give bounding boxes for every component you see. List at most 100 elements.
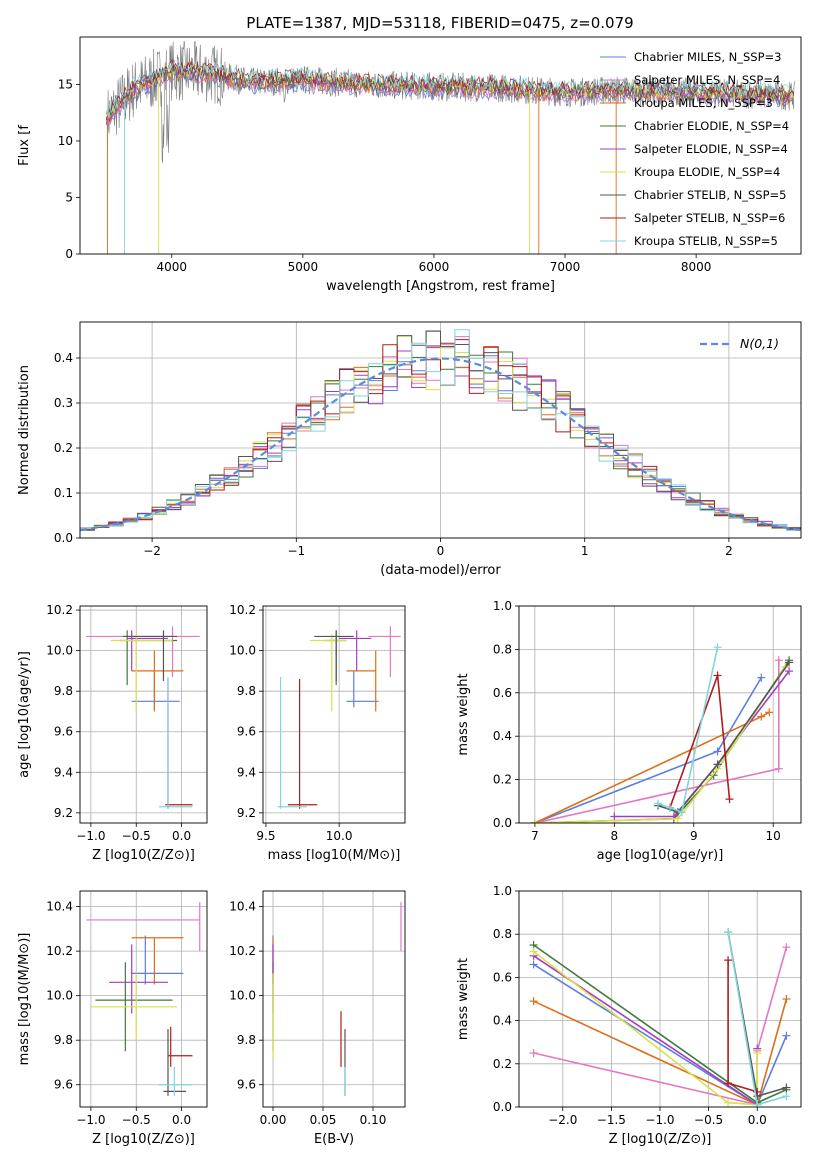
legend-label: Chabrier STELIB, N_SSP=5 (634, 188, 786, 202)
y-tick-label: 0.0 (493, 1100, 512, 1114)
legend-label: Chabrier ELODIE, N_SSP=4 (634, 119, 789, 133)
y-tick-label: 0 (65, 247, 73, 261)
x-axis-label: E(B-V) (314, 1132, 354, 1147)
x-axis-label: age [log10(age/yr)] (597, 848, 724, 863)
y-tick-label: 0.4 (493, 1014, 512, 1028)
x-tick-label: −1.0 (645, 1113, 674, 1127)
x-tick-label: 1 (581, 544, 589, 558)
y-tick-label: 0.6 (493, 970, 512, 984)
hist-legend: N(0,1) (700, 336, 779, 351)
spectrum-legend: Chabrier MILES, N_SSP=3 Salpeter MILES, N… (600, 50, 789, 248)
x-tick-label: 0.05 (310, 1113, 337, 1127)
y-tick-label: 10.0 (46, 644, 73, 658)
x-tick-label: −2.0 (548, 1113, 577, 1127)
x-axis-label: mass [log10(M/M⊙)] (268, 848, 401, 863)
y-tick-label: 10.2 (229, 944, 256, 958)
y-tick-label: 10 (58, 134, 73, 148)
y-tick-label: 9.8 (54, 1033, 73, 1047)
y-tick-label: 9.6 (237, 1078, 256, 1092)
axes-mass_vs_Z: −1.0 −0.5 0.0 9.6 9.8 10.0 10.2 10.4 (46, 891, 207, 1127)
x-tick-label: 8000 (681, 260, 712, 274)
y-tick-label: 0.0 (493, 816, 512, 830)
weight-line-kroupa_elodie (533, 950, 758, 1106)
errorbars (86, 902, 201, 1096)
y-tick-label: 0.0 (54, 531, 73, 545)
weight-line-kroupa_miles (534, 711, 770, 823)
histogram-kroupa_stelib (80, 329, 801, 531)
y-tick-label: 10.4 (46, 900, 73, 914)
x-axis-label: (data-model)/error (380, 563, 501, 578)
histograms (80, 329, 801, 532)
frame-mass_weight_vs_Z (518, 890, 802, 1108)
weight-line-salpeter_miles (534, 660, 780, 823)
x-tick-label: 6000 (419, 260, 450, 274)
y-tick-label: 9.8 (54, 684, 73, 698)
y-tick-label: 9.6 (54, 1078, 73, 1092)
axes-residual_hist: −2 −1 0 1 2 0.0 0.1 0.2 0.3 0.4 (54, 322, 801, 558)
x-axis-label: Z [log10(Z/Z⊙)] (92, 848, 195, 863)
x-tick-label: 0.0 (172, 1113, 191, 1127)
y-tick-label: 5 (65, 190, 73, 204)
y-tick-label: 10.0 (229, 989, 256, 1003)
x-tick-label: 10 (766, 829, 781, 843)
model-spectrum-chabrier_stelib (105, 61, 795, 116)
weight-lines (530, 643, 794, 823)
x-tick-label: 10.0 (326, 829, 353, 843)
errorbars (86, 626, 200, 809)
frame-mass_vs_ebv (262, 890, 406, 1108)
x-tick-label: 5000 (288, 260, 319, 274)
y-tick-label: 0.4 (54, 351, 73, 365)
x-tick-label: −1.5 (597, 1113, 626, 1127)
x-tick-label: −1.0 (76, 829, 105, 843)
normal-curve (80, 357, 801, 532)
y-tick-label: 0.2 (493, 773, 512, 787)
x-tick-label: 2 (725, 544, 733, 558)
y-tick-label: 0.2 (493, 1057, 512, 1071)
x-tick-label: 4000 (156, 260, 187, 274)
y-axis-label: Normed distribution (17, 365, 32, 495)
axes-mass_weight_vs_age: 7 8 9 10 0.0 0.2 0.4 0.6 0.8 1.0 (493, 599, 801, 843)
x-axis-label: wavelength [Angstrom, rest frame] (326, 279, 555, 294)
y-axis-label: mass weight (456, 673, 471, 755)
figure-title: PLATE=1387, MJD=53118, FIBERID=0475, z=0… (246, 14, 633, 32)
y-tick-label: 0.6 (493, 686, 512, 700)
x-tick-label: 0.10 (360, 1113, 387, 1127)
y-tick-label: 0.3 (54, 396, 73, 410)
y-tick-label: 1.0 (493, 599, 512, 613)
weight-line-kroupa_elodie (534, 666, 786, 823)
x-axis-label: Z [log10(Z/Z⊙)] (609, 1132, 712, 1147)
frame-residual_hist (79, 321, 802, 539)
axes-spectrum: 4000 5000 6000 7000 8000 0 5 10 15 (58, 77, 712, 274)
x-tick-label: 8 (611, 829, 619, 843)
x-tick-label: −1 (287, 544, 305, 558)
legend-label: Chabrier MILES, N_SSP=3 (634, 50, 781, 64)
x-tick-label: −2 (143, 544, 161, 558)
x-axis-label: Z [log10(Z/Z⊙)] (92, 1132, 195, 1147)
y-tick-label: 9.8 (237, 1033, 256, 1047)
legend-label: Salpeter STELIB, N_SSP=6 (634, 211, 785, 225)
y-tick-label: 9.4 (54, 765, 73, 779)
y-tick-label: 9.6 (54, 725, 73, 739)
legend-label: Salpeter MILES, N_SSP=4 (634, 73, 780, 87)
errorbars (277, 626, 401, 809)
y-tick-label: 1.0 (493, 884, 512, 898)
y-tick-label: 9.2 (237, 806, 256, 820)
x-tick-label: 0 (437, 544, 445, 558)
frame-mass_vs_Z (79, 890, 208, 1108)
y-tick-label: 10.0 (229, 644, 256, 658)
y-tick-label: 0.1 (54, 486, 73, 500)
x-tick-label: −1.0 (76, 1113, 105, 1127)
x-tick-label: 7000 (550, 260, 581, 274)
y-tick-label: 10.2 (229, 603, 256, 617)
frame-age_vs_mass (262, 605, 406, 824)
y-tick-label: 10.2 (46, 944, 73, 958)
weight-line-salpeter_stelib (669, 675, 731, 809)
legend-label: Salpeter ELODIE, N_SSP=4 (634, 142, 788, 156)
frame-age_vs_Z (79, 605, 208, 824)
errorbars (272, 902, 402, 1096)
legend-label: N(0,1) (740, 336, 779, 351)
frame-spectrum (79, 36, 802, 255)
model-spectrum-kroupa_miles (106, 66, 794, 123)
legend-label: Kroupa STELIB, N_SSP=5 (634, 234, 778, 248)
